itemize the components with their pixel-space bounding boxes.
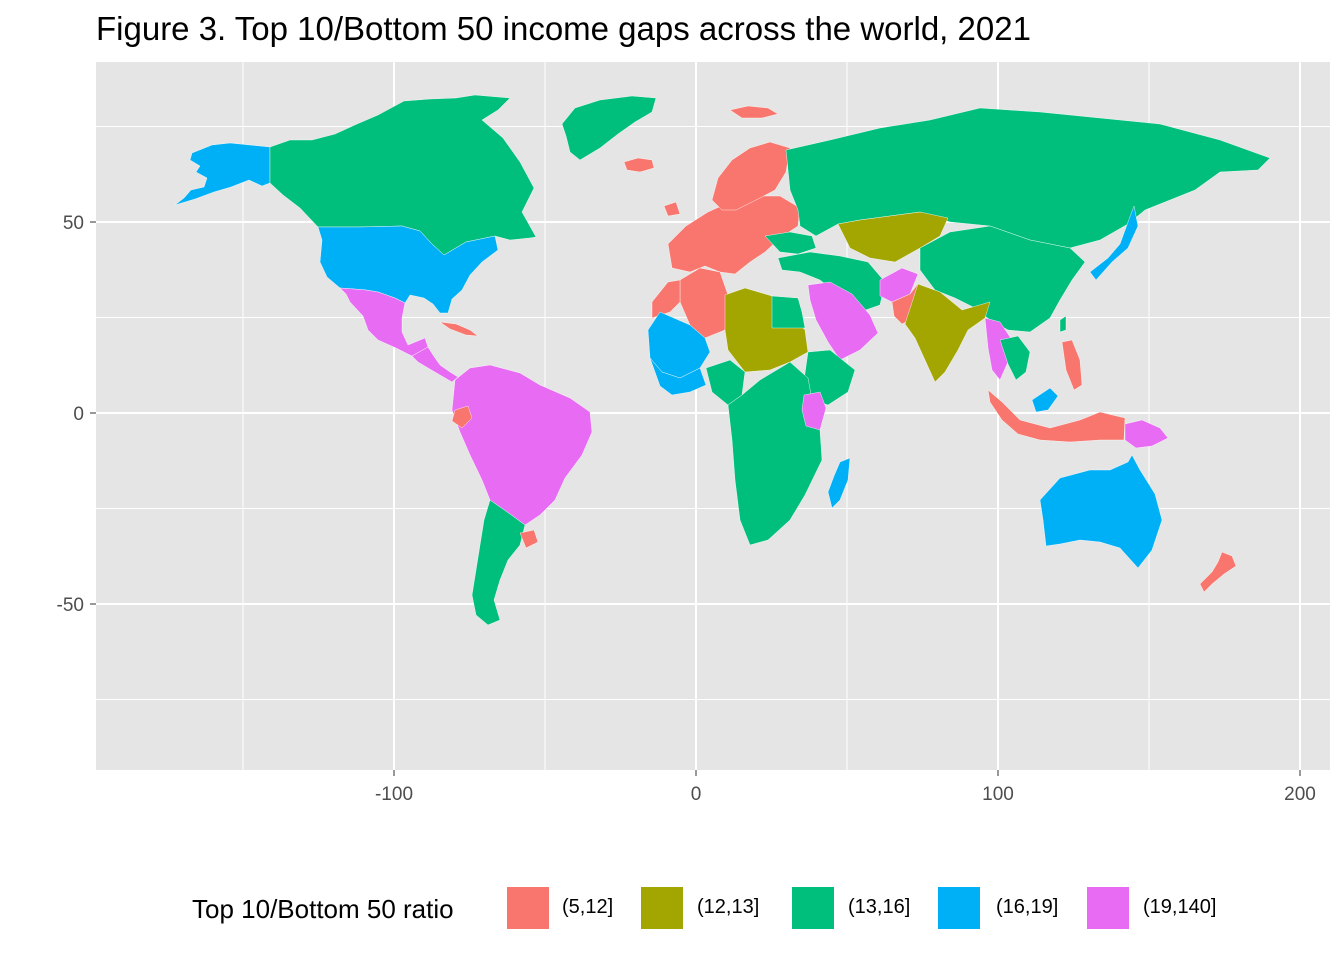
region-philippines [1061, 339, 1083, 391]
region-japan [1089, 205, 1139, 281]
region-iceland [623, 157, 655, 173]
x-tick-label: 0 [691, 784, 702, 805]
region-turkey-iran [777, 251, 886, 313]
x-tick-label: -100 [375, 784, 413, 805]
region-kazakhstan [837, 211, 949, 263]
region-madagascar [827, 457, 851, 509]
legend-key-bin-3 [791, 886, 835, 930]
legend: Top 10/Bottom 50 ratio (5,12] (12,13] (1… [0, 880, 1344, 940]
region-greenland [561, 95, 657, 161]
region-china [919, 225, 1086, 333]
world-map: -100 0 100 200 50 0 -50 [57, 62, 1330, 805]
region-cuba [439, 321, 479, 337]
region-south-america [451, 364, 593, 526]
legend-label-bin-2: (12,13] [697, 896, 760, 918]
region-laos-vietnam [999, 335, 1031, 381]
region-saudi-arabia [807, 281, 879, 361]
region-indonesia [987, 389, 1126, 443]
region-australia [1039, 454, 1163, 569]
region-svalbard [729, 105, 779, 119]
y-tick-label: 0 [73, 404, 84, 425]
region-west-africa [649, 357, 707, 396]
region-uruguay [519, 529, 539, 549]
legend-label-bin-1: (5,12] [562, 896, 614, 918]
region-new-zealand [1199, 551, 1237, 593]
region-central-america [411, 346, 459, 383]
region-myanmar-thailand [984, 317, 1013, 381]
legend-key-bin-4 [937, 886, 981, 930]
x-tick-label: 200 [1284, 784, 1316, 805]
region-taiwan [1059, 315, 1067, 333]
legend-key-bin-1 [506, 886, 550, 930]
figure-title: Figure 3. Top 10/Bottom 50 income gaps a… [96, 10, 1031, 47]
y-tick-label: -50 [57, 595, 84, 616]
legend-key-bin-2 [640, 886, 684, 930]
region-central-south-africa [727, 361, 823, 546]
region-png [1124, 419, 1169, 449]
legend-title: Top 10/Bottom 50 ratio [192, 894, 454, 924]
region-morocco [651, 279, 681, 319]
region-scandinavia [711, 141, 791, 211]
region-mexico [339, 287, 429, 357]
legend-label-bin-5: (19,140] [1143, 896, 1217, 918]
x-axis: -100 0 100 200 [375, 770, 1316, 805]
region-ireland [663, 201, 681, 217]
y-tick-label: 50 [63, 213, 84, 234]
y-axis: 50 0 -50 [57, 213, 96, 616]
countries [174, 94, 1271, 626]
legend-key-bin-5 [1086, 886, 1130, 930]
x-tick-label: 100 [982, 784, 1014, 805]
region-malaysia [1031, 387, 1059, 413]
region-india [904, 283, 991, 383]
region-alaska [174, 142, 271, 206]
legend-label-bin-3: (13,16] [848, 896, 911, 918]
legend-label-bin-4: (16,19] [996, 896, 1059, 918]
region-kenya-tanzania [801, 391, 827, 431]
region-ukraine [764, 231, 817, 255]
region-argentina-chile [471, 499, 526, 626]
region-egypt [771, 295, 806, 329]
region-ecuador [451, 405, 473, 429]
